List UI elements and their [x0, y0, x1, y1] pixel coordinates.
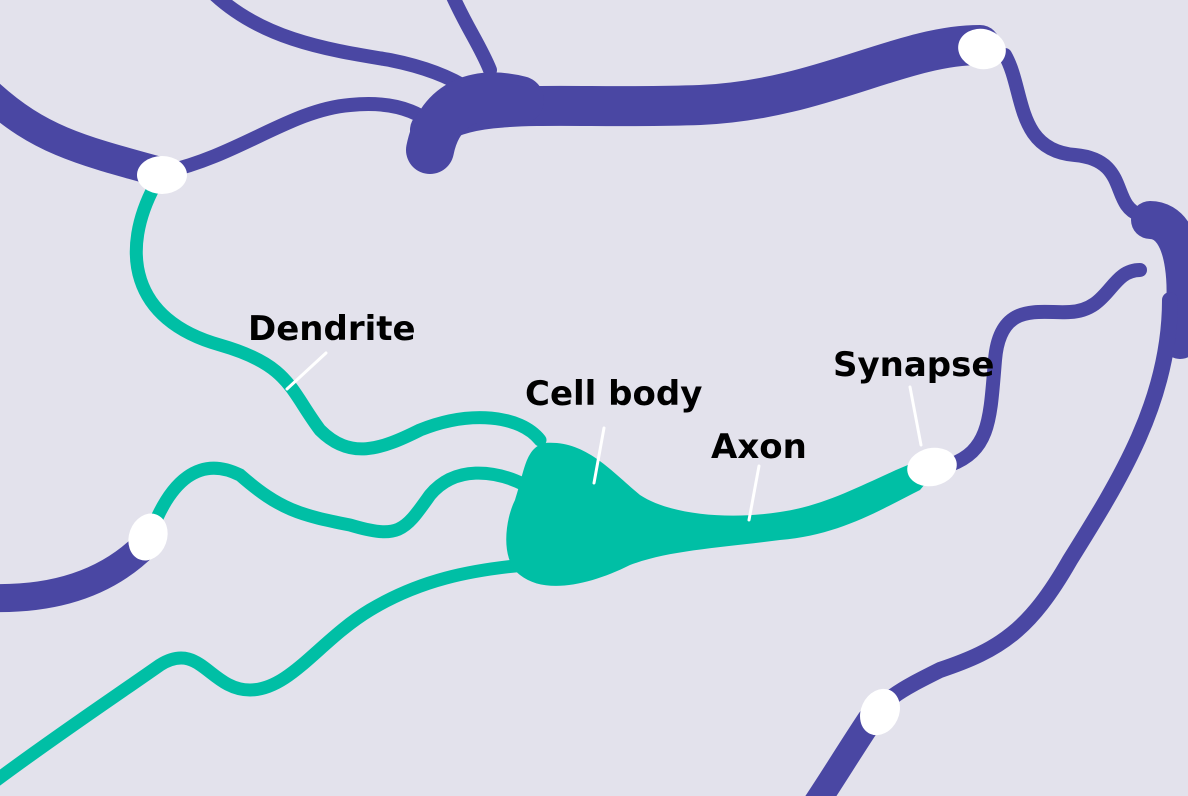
- pointer-synapse: [908, 385, 923, 447]
- neighbor-dendrite-right-upper: [998, 48, 1147, 222]
- main-dendrite-2: [143, 461, 532, 542]
- main-dendrite-3: [0, 558, 532, 786]
- synapse-top-left: [137, 156, 187, 194]
- pointer-axon: [747, 464, 761, 522]
- synapse-top-right: [958, 28, 1006, 70]
- synapses: [128, 28, 1006, 736]
- neighbor-cell-body-right: [1131, 201, 1188, 359]
- neighbor-axon-long: [857, 292, 1178, 738]
- neighbor-dendrite-top: [446, 0, 497, 77]
- main-dendrite-1: [129, 178, 547, 456]
- main-neuron: [0, 178, 547, 786]
- synapse-axon-terminal: [907, 447, 957, 487]
- cell-body: [506, 442, 930, 586]
- pointer-dendrite: [285, 351, 328, 391]
- neighbor-dendrite-left: [0, 83, 175, 187]
- label-axon: Axon: [711, 427, 807, 467]
- neighbor-dendrite-top-left: [210, 0, 477, 97]
- neighbor-dendrite-bottom-left: [0, 531, 159, 613]
- neighbor-dendrite-loop: [943, 263, 1147, 472]
- pointer-cell-body: [592, 426, 606, 485]
- label-cell-body: Cell body: [525, 374, 702, 414]
- neighbor-cell-body-blob: [406, 72, 544, 174]
- synapse-left: [128, 513, 168, 561]
- pointer-lines: [285, 351, 923, 522]
- label-synapse: Synapse: [833, 345, 994, 385]
- label-dendrite: Dendrite: [248, 309, 416, 349]
- synapse-bottom-right: [860, 688, 900, 736]
